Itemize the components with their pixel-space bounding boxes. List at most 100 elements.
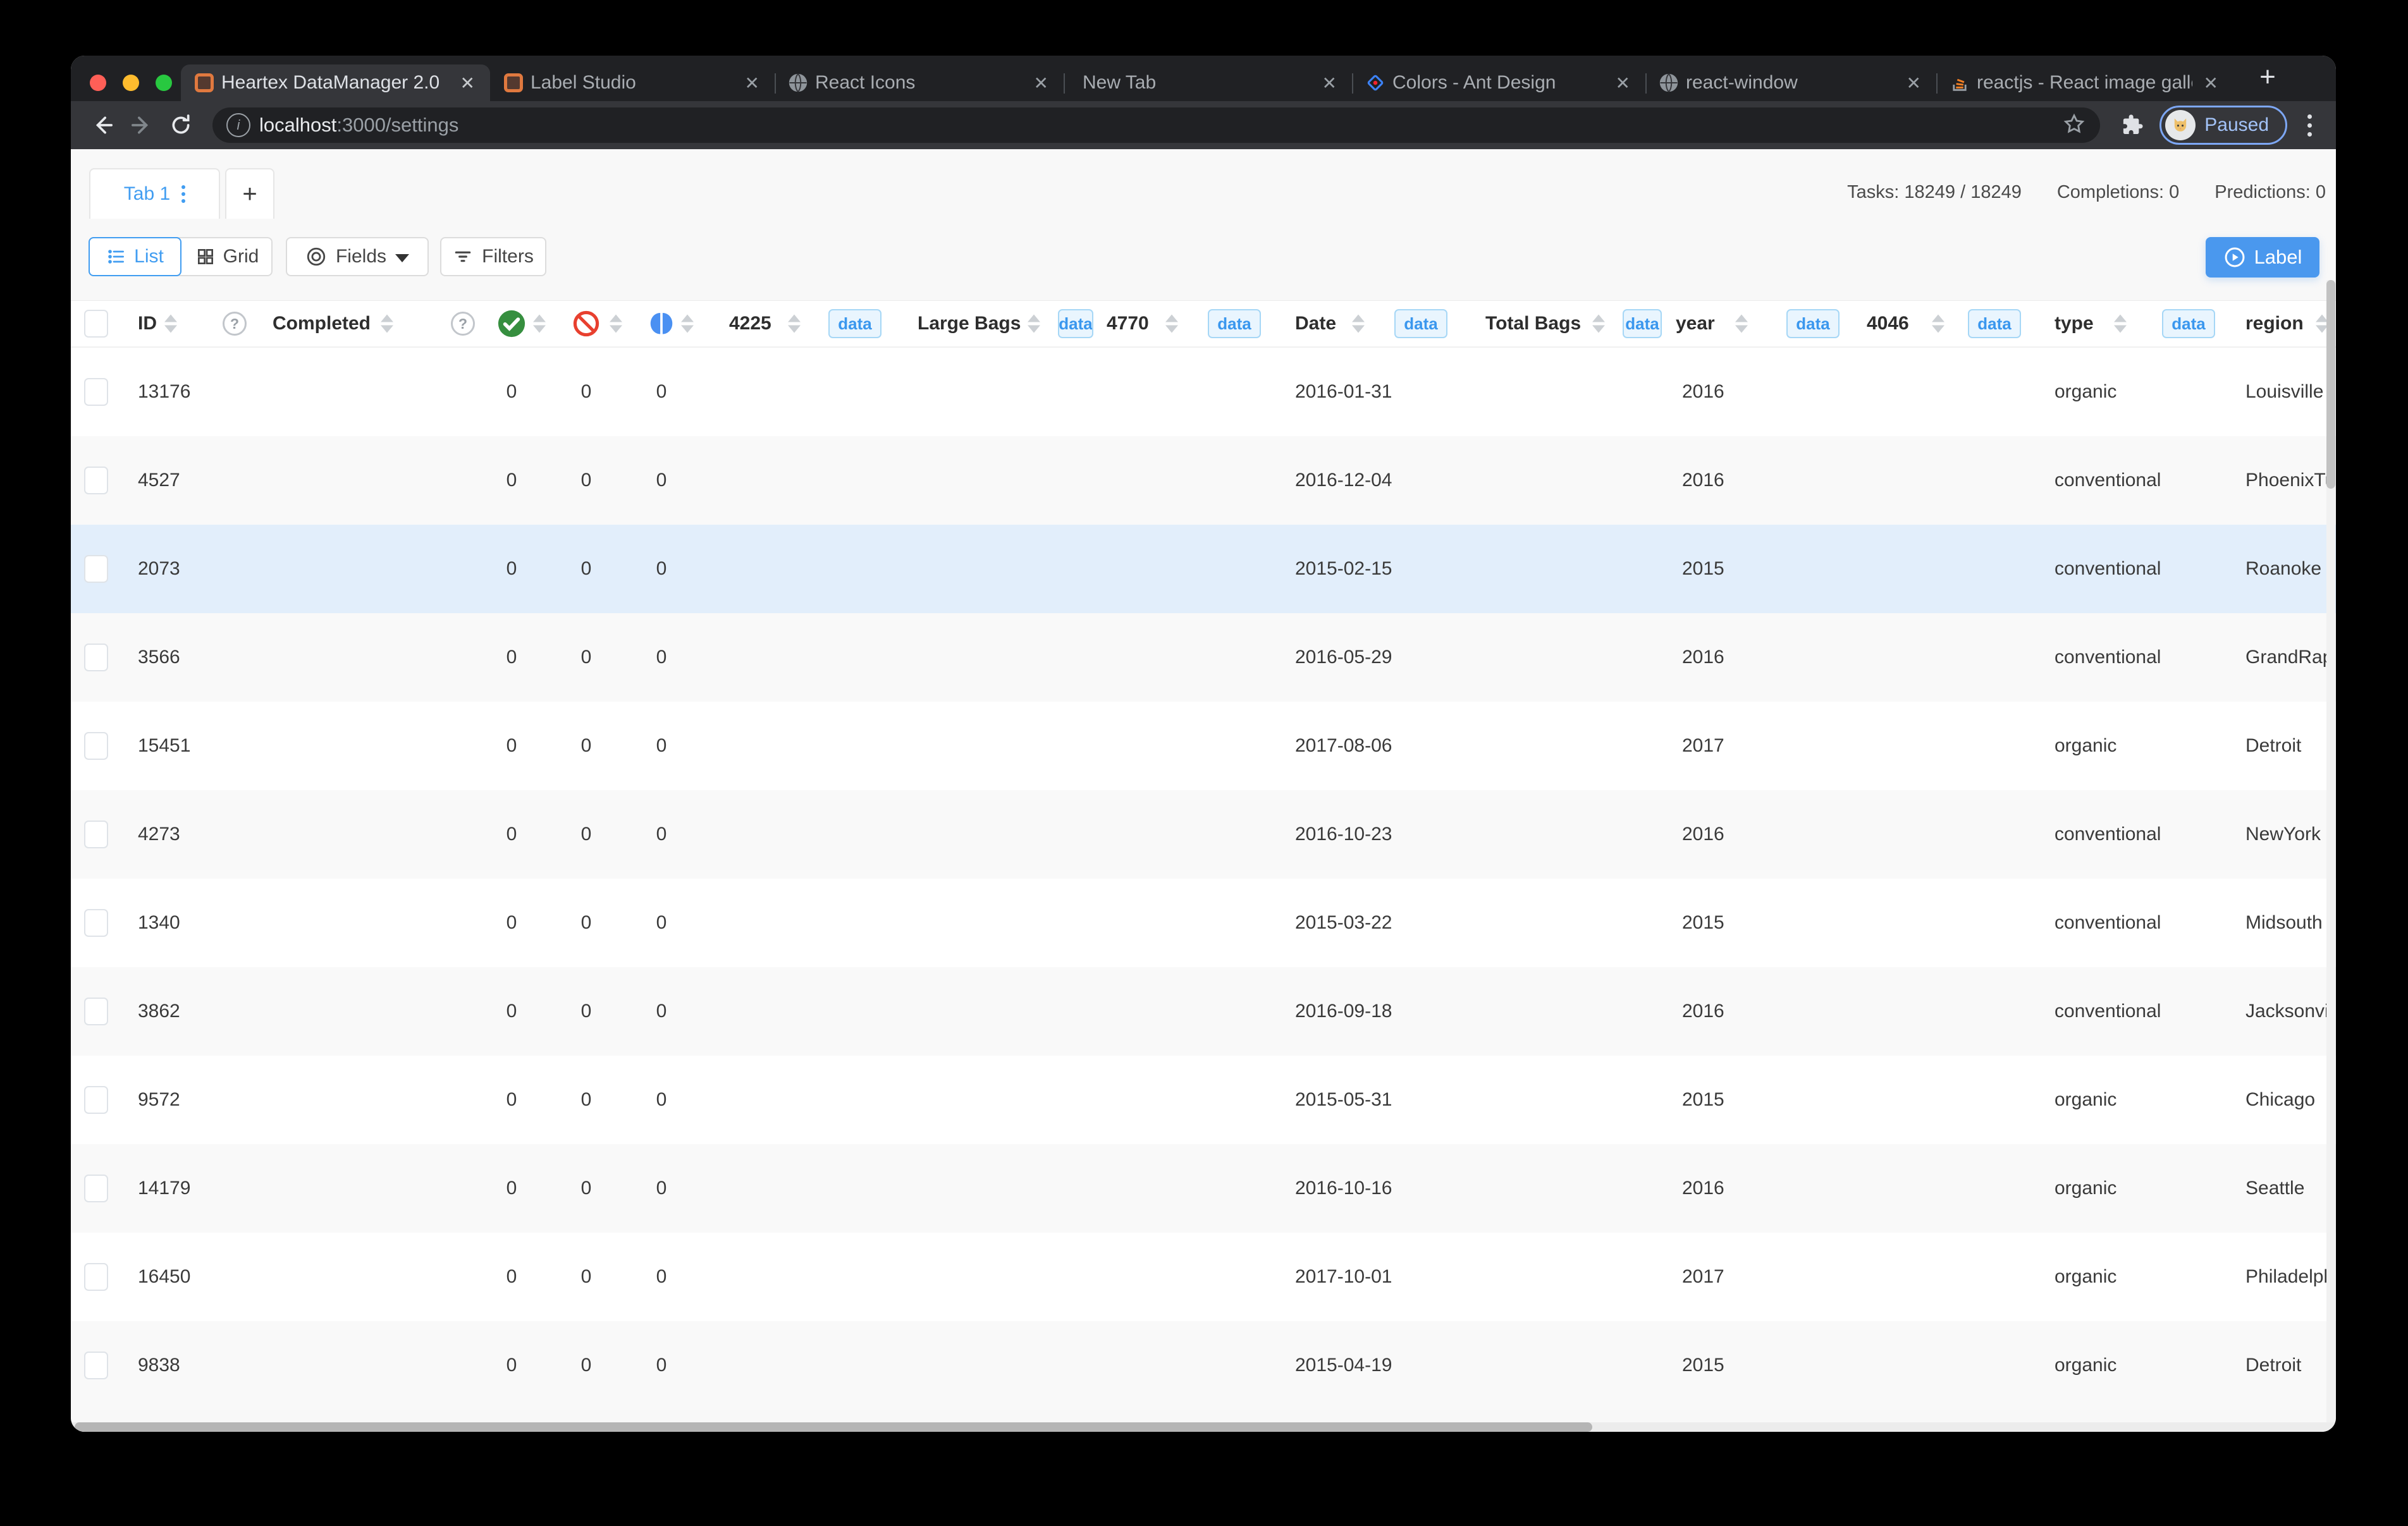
row-checkbox[interactable] <box>84 909 108 937</box>
view-tab-1[interactable]: Tab 1 <box>89 168 220 219</box>
tab-close-icon[interactable]: ✕ <box>1033 73 1048 93</box>
table-row[interactable]: 3566 0 0 0 2016-05-29 2016 conventional GrandRa… <box>71 613 2336 702</box>
table-row[interactable]: 2073 0 0 0 2015-02-15 2015 conventional Roanoke <box>71 525 2336 613</box>
label-button[interactable]: Label <box>2206 237 2319 278</box>
column-header-type[interactable]: type <box>2055 313 2094 334</box>
fields-button[interactable]: Fields <box>286 237 429 276</box>
table-row[interactable]: 3862 0 0 0 2016-09-18 2016 conventional Jackson… <box>71 967 2336 1056</box>
cell-date: 2017-10-01 <box>1295 1266 1392 1287</box>
row-checkbox[interactable] <box>84 378 108 406</box>
sort-icon[interactable] <box>533 314 546 333</box>
row-checkbox[interactable] <box>84 998 108 1025</box>
tab-close-icon[interactable]: ✕ <box>1615 73 1630 93</box>
vertical-scrollbar-thumb[interactable] <box>2326 280 2335 489</box>
cell-pred: 0 <box>656 558 667 579</box>
select-all-checkbox[interactable] <box>84 310 108 338</box>
column-header-col4225[interactable]: 4225 <box>729 313 771 334</box>
table-row[interactable]: 9838 0 0 0 2015-04-19 2015 organic Detroit <box>71 1321 2336 1410</box>
cell-date: 2016-10-16 <box>1295 1178 1392 1199</box>
cell-date: 2016-10-23 <box>1295 824 1392 845</box>
tab-close-icon[interactable]: ✕ <box>744 73 759 93</box>
row-checkbox[interactable] <box>84 644 108 671</box>
row-checkbox[interactable] <box>84 1175 108 1202</box>
filters-button[interactable]: Filters <box>440 237 546 276</box>
table-row[interactable]: 4273 0 0 0 2016-10-23 2016 conventional NewYork <box>71 790 2336 879</box>
sort-icon[interactable] <box>164 314 177 333</box>
grid-view-button[interactable]: Grid <box>183 238 271 275</box>
sort-icon[interactable] <box>1592 314 1605 333</box>
browser-tab[interactable]: react-window ✕ <box>1645 64 1936 101</box>
view-tab-menu-icon[interactable] <box>181 185 186 203</box>
browser-tab[interactable]: React Icons ✕ <box>775 64 1064 101</box>
cell-type: conventional <box>2055 1001 2161 1022</box>
sort-icon[interactable] <box>381 314 393 333</box>
column-header-date[interactable]: Date <box>1295 313 1337 334</box>
cell-pred: 0 <box>656 470 667 491</box>
site-info-icon[interactable]: i <box>226 113 250 137</box>
minimize-window-button[interactable] <box>123 75 139 91</box>
table-row[interactable]: 1340 0 0 0 2015-03-22 2015 conventional Midsout… <box>71 879 2336 967</box>
row-checkbox[interactable] <box>84 467 108 494</box>
tab-close-icon[interactable]: ✕ <box>2203 73 2218 93</box>
back-icon[interactable] <box>86 109 119 142</box>
row-checkbox[interactable] <box>84 1086 108 1114</box>
tab-close-icon[interactable]: ✕ <box>1322 73 1337 93</box>
sort-icon[interactable] <box>610 314 622 333</box>
sort-icon[interactable] <box>788 314 801 333</box>
sort-icon[interactable] <box>2114 314 2127 333</box>
row-checkbox[interactable] <box>84 1352 108 1379</box>
browser-tab-title: Label Studio <box>531 72 636 93</box>
data-source-badge: data <box>1058 309 1093 338</box>
address-bar[interactable]: i localhost:3000/settings <box>212 107 2101 143</box>
tab-close-icon[interactable]: ✕ <box>460 73 475 93</box>
browser-tab[interactable]: Heartex DataManager 2.0 ✕ <box>181 64 490 101</box>
row-checkbox[interactable] <box>84 821 108 848</box>
cell-cancel: 0 <box>580 1355 592 1376</box>
table-row[interactable]: 9572 0 0 0 2015-05-31 2015 organic Chicago <box>71 1056 2336 1144</box>
table-row[interactable]: 14179 0 0 0 2016-10-16 2016 organic Seattle <box>71 1144 2336 1233</box>
horizontal-scrollbar-thumb[interactable] <box>75 1422 1592 1432</box>
tab-close-icon[interactable]: ✕ <box>1906 73 1921 93</box>
table-row[interactable]: 15451 0 0 0 2017-08-06 2017 organic Detroit <box>71 702 2336 790</box>
table-row[interactable]: 4527 0 0 0 2016-12-04 2016 conventional Phoenix… <box>71 436 2336 525</box>
zoom-window-button[interactable] <box>156 75 172 91</box>
column-header-region[interactable]: region <box>2245 313 2304 334</box>
forward-icon[interactable] <box>125 109 158 142</box>
close-window-button[interactable] <box>90 75 106 91</box>
sort-icon[interactable] <box>1932 314 1944 333</box>
column-header-total_bags[interactable]: Total Bags <box>1485 313 1582 334</box>
browser-new-tab-button[interactable]: + <box>2250 59 2285 95</box>
bookmark-star-icon[interactable] <box>2062 112 2086 139</box>
column-header-year[interactable]: year <box>1676 313 1715 334</box>
list-view-button[interactable]: List <box>89 237 181 276</box>
table-row[interactable]: 16450 0 0 0 2017-10-01 2017 organic Philadelphi… <box>71 1233 2336 1321</box>
column-header-completed[interactable]: Completed <box>273 313 371 334</box>
row-checkbox[interactable] <box>84 555 108 583</box>
column-header-id[interactable]: ID <box>138 313 157 334</box>
column-header-col4046[interactable]: 4046 <box>1867 313 1909 334</box>
table-row[interactable]: 13176 0 0 0 2016-01-31 2016 organic Louisville <box>71 348 2336 436</box>
browser-tab[interactable]: New Tab ✕ <box>1064 64 1352 101</box>
sort-icon[interactable] <box>1028 314 1040 333</box>
browser-tab[interactable]: Label Studio ✕ <box>490 64 775 101</box>
add-view-tab-button[interactable]: + <box>225 168 274 219</box>
sort-icon[interactable] <box>1165 314 1178 333</box>
column-header-col4770[interactable]: 4770 <box>1107 313 1149 334</box>
extensions-puzzle-icon[interactable] <box>2115 109 2148 142</box>
sort-icon[interactable] <box>681 314 694 333</box>
reload-icon[interactable] <box>164 109 197 142</box>
browser-profile-button[interactable]: Paused <box>2159 106 2287 145</box>
row-checkbox[interactable] <box>84 732 108 760</box>
cell-region: Seattle <box>2245 1178 2305 1199</box>
row-checkbox[interactable] <box>84 1263 108 1291</box>
sort-icon[interactable] <box>1352 314 1365 333</box>
column-header-large_bags[interactable]: Large Bags <box>918 313 1021 334</box>
browser-menu-icon[interactable] <box>2299 114 2321 137</box>
browser-tab[interactable]: Colors - Ant Design ✕ <box>1352 64 1645 101</box>
sort-icon[interactable] <box>2316 314 2328 333</box>
vertical-scrollbar-track[interactable] <box>2326 280 2335 1422</box>
browser-tab[interactable]: reactjs - React image gallery ✕ <box>1936 64 2233 101</box>
cell-region: Jacksonville <box>2245 1001 2326 1022</box>
sort-icon[interactable] <box>1735 314 1748 333</box>
cell-region: Louisville <box>2245 381 2324 402</box>
